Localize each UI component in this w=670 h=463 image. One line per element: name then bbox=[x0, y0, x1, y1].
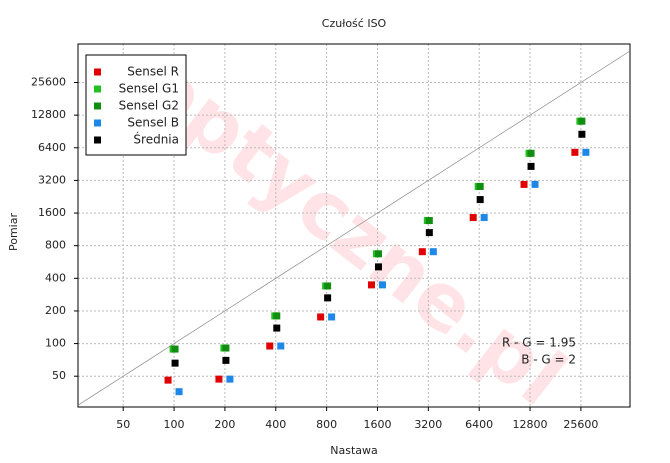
legend-label: Sensel R bbox=[127, 65, 179, 79]
legend-label: Sensel G2 bbox=[119, 99, 179, 113]
marker bbox=[429, 248, 437, 256]
annotation: B - G = 2 bbox=[521, 353, 576, 367]
marker bbox=[374, 250, 382, 258]
marker bbox=[273, 312, 281, 320]
marker bbox=[531, 180, 539, 188]
x-tick-label: 400 bbox=[265, 418, 286, 431]
marker bbox=[374, 263, 382, 271]
x-tick-label: 200 bbox=[214, 418, 235, 431]
marker bbox=[164, 376, 172, 384]
marker bbox=[273, 324, 281, 332]
marker bbox=[418, 248, 426, 256]
marker bbox=[328, 313, 336, 321]
marker bbox=[175, 388, 183, 396]
x-tick-label: 50 bbox=[116, 418, 130, 431]
marker bbox=[226, 375, 234, 383]
marker bbox=[571, 148, 579, 156]
watermark: optyczne.pl bbox=[124, 39, 581, 424]
marker bbox=[578, 117, 586, 125]
legend-marker bbox=[94, 85, 101, 93]
y-tick-label: 100 bbox=[45, 337, 66, 350]
marker bbox=[266, 342, 274, 350]
y-tick-label: 12800 bbox=[31, 108, 66, 121]
y-tick-label: 1600 bbox=[38, 206, 66, 219]
x-tick-label: 6400 bbox=[465, 418, 493, 431]
marker bbox=[324, 282, 332, 290]
legend-label: Sensel B bbox=[127, 116, 179, 130]
x-axis-label: Nastawa bbox=[330, 444, 378, 457]
legend-marker bbox=[94, 102, 101, 110]
marker bbox=[469, 214, 477, 222]
y-tick-label: 3200 bbox=[38, 173, 66, 186]
marker bbox=[367, 281, 375, 289]
x-tick-label: 1600 bbox=[363, 418, 391, 431]
x-tick-label: 3200 bbox=[414, 418, 442, 431]
x-tick-label: 12800 bbox=[513, 418, 548, 431]
annotation: R - G = 1.95 bbox=[502, 336, 576, 350]
marker bbox=[527, 162, 535, 170]
marker bbox=[520, 180, 528, 188]
marker bbox=[324, 294, 332, 302]
y-tick-label: 800 bbox=[45, 239, 66, 252]
marker bbox=[480, 214, 488, 222]
marker bbox=[476, 196, 484, 204]
legend-marker bbox=[94, 119, 101, 127]
y-tick-label: 6400 bbox=[38, 141, 66, 154]
y-axis-label: Pomiar bbox=[7, 213, 20, 251]
y-tick-label: 400 bbox=[45, 271, 66, 284]
legend-label: Średnia bbox=[133, 132, 179, 147]
plot-frame bbox=[77, 43, 631, 408]
marker bbox=[317, 313, 325, 321]
marker bbox=[476, 182, 484, 190]
marker bbox=[527, 149, 535, 157]
y-tick-label: 25600 bbox=[31, 76, 66, 89]
marker bbox=[425, 217, 433, 225]
marker bbox=[215, 375, 223, 383]
x-tick-label: 800 bbox=[316, 418, 337, 431]
y-tick-label: 200 bbox=[45, 304, 66, 317]
y-tick-label: 50 bbox=[52, 369, 66, 382]
marker bbox=[222, 344, 230, 352]
legend-box bbox=[85, 54, 187, 156]
legend-marker bbox=[94, 136, 101, 144]
x-tick-label: 25600 bbox=[563, 418, 598, 431]
legend-label: Sensel G1 bbox=[119, 82, 179, 96]
marker bbox=[171, 359, 179, 367]
legend-marker bbox=[94, 68, 101, 76]
marker bbox=[378, 281, 386, 289]
x-tick-label: 100 bbox=[164, 418, 185, 431]
marker bbox=[578, 130, 586, 138]
marker bbox=[222, 356, 230, 364]
marker bbox=[425, 229, 433, 237]
marker bbox=[277, 342, 285, 350]
chart-title: Czułość ISO bbox=[322, 17, 387, 30]
marker bbox=[171, 345, 179, 353]
marker bbox=[582, 148, 590, 156]
